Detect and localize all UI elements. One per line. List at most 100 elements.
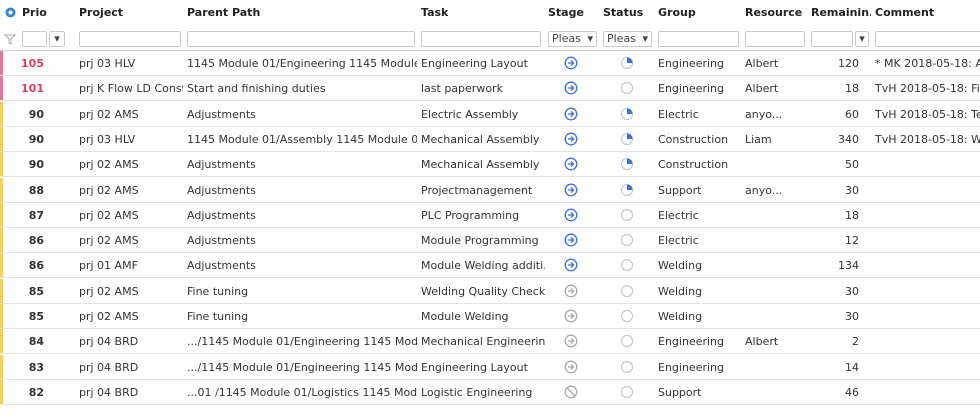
status-icon[interactable] <box>620 385 634 399</box>
filter-input[interactable] <box>875 31 980 47</box>
grid-row[interactable]: 105 prj 03 HLV 1145 Module 01/Engineering … <box>0 51 980 76</box>
project-cell: prj 04 BRD <box>79 335 139 349</box>
status-icon[interactable] <box>620 56 634 70</box>
status-icon[interactable] <box>620 284 634 298</box>
status-icon[interactable] <box>620 233 634 247</box>
parent-path-cell: .../1145 Module 01/Engineering 1145 Modu… <box>187 360 417 374</box>
stage-icon[interactable] <box>564 132 578 146</box>
stage-icon[interactable] <box>564 385 578 399</box>
filter-input[interactable] <box>745 31 805 47</box>
filter-input[interactable] <box>79 31 181 47</box>
remaining-cell: 12 <box>845 234 859 248</box>
priority-flag <box>0 152 3 177</box>
remaining-cell: 120 <box>838 57 859 70</box>
task-cell: Projectmanagement <box>421 183 533 197</box>
grid-row[interactable]: 86 prj 01 AMF Adjustments Module Welding ad… <box>0 253 980 279</box>
filter-input[interactable] <box>811 31 853 47</box>
parent-path-cell: Adjustments <box>187 158 256 172</box>
prio-cell: 86 <box>28 234 44 248</box>
stage-icon[interactable] <box>564 107 578 121</box>
priority-flag <box>0 177 3 202</box>
filter-input[interactable] <box>658 31 739 47</box>
task-cell: Engineering Layout <box>421 57 528 70</box>
grid-row[interactable]: 83 prj 04 BRD .../1145 Module 01/Engineeri… <box>0 354 980 380</box>
remaining-cell: 2 <box>852 335 859 349</box>
status-icon[interactable] <box>620 107 634 121</box>
header-parent-path[interactable]: Parent Path <box>187 6 261 19</box>
group-cell: Engineering <box>658 82 724 96</box>
filter-input[interactable] <box>187 31 415 47</box>
stage-icon[interactable] <box>564 309 578 323</box>
header-resource[interactable]: Resource <box>745 6 803 19</box>
header-prio[interactable]: Prio <box>22 6 47 19</box>
group-cell: Electric <box>658 234 699 248</box>
status-icon[interactable] <box>620 334 634 348</box>
grid-row[interactable]: 101 prj K Flow LD Const Start and finishin… <box>0 76 980 102</box>
resource-cell: Albert <box>745 335 779 349</box>
settings-icon[interactable] <box>4 6 17 19</box>
stage-icon[interactable] <box>564 81 578 95</box>
group-cell: Electric <box>658 208 699 222</box>
stage-icon[interactable] <box>564 258 578 272</box>
project-cell: prj 03 HLV <box>79 57 136 70</box>
grid-row[interactable]: 82 prj 04 BRD ...01 /1145 Module 01/Logist… <box>0 379 980 405</box>
comment-cell: TvH 2018-05-18: Will b <box>875 132 980 146</box>
prio-cell: 86 <box>28 259 44 273</box>
stage-icon[interactable] <box>564 208 578 222</box>
status-icon[interactable] <box>620 183 634 197</box>
status-icon[interactable] <box>620 81 634 95</box>
grid-row[interactable]: 86 prj 02 AMS Adjustments Module Programmin… <box>0 228 980 254</box>
status-icon[interactable] <box>620 208 634 222</box>
filter-input[interactable] <box>421 31 541 47</box>
header-stage[interactable]: Stage <box>548 6 584 19</box>
header-remaining[interactable]: Remainin... <box>811 6 871 19</box>
project-cell: prj 01 AMF <box>79 259 138 273</box>
remaining-cell: 46 <box>845 385 859 399</box>
filter-input[interactable] <box>22 31 47 47</box>
stage-icon[interactable] <box>564 334 578 348</box>
remaining-cell: 134 <box>838 259 859 273</box>
grid-row[interactable]: 85 prj 02 AMS Fine tuning Module Welding Wel… <box>0 304 980 329</box>
stage-select[interactable]: Pleas ▾ <box>548 31 597 47</box>
group-cell: Engineering <box>658 360 724 374</box>
stage-icon[interactable] <box>564 56 578 70</box>
project-cell: prj 02 AMS <box>79 310 139 323</box>
header-comment[interactable]: Comment <box>875 6 935 19</box>
remaining-cell: 60 <box>845 107 859 121</box>
header-status[interactable]: Status <box>603 6 644 19</box>
status-icon[interactable] <box>620 309 634 323</box>
stage-icon[interactable] <box>564 157 578 171</box>
parent-path-cell: Fine tuning <box>187 284 249 298</box>
stage-icon[interactable] <box>564 183 578 197</box>
group-cell: Electric <box>658 107 699 121</box>
header-task[interactable]: Task <box>421 6 449 19</box>
grid-row[interactable]: 90 prj 03 HLV 1145 Module 01/Assembly 1145… <box>0 126 980 152</box>
status-icon[interactable] <box>620 157 634 171</box>
grid-row[interactable]: 90 prj 02 AMS Adjustments Electric Assembly… <box>0 101 980 127</box>
project-cell: prj 02 AMS <box>79 107 139 121</box>
filter-dropdown[interactable]: ▾ <box>855 31 869 47</box>
stage-icon[interactable] <box>564 233 578 247</box>
prio-cell: 90 <box>28 132 44 146</box>
group-cell: Support <box>658 183 702 197</box>
stage-icon[interactable] <box>564 360 578 374</box>
status-icon[interactable] <box>620 360 634 374</box>
stage-icon[interactable] <box>564 284 578 298</box>
grid-row[interactable]: 84 prj 04 BRD .../1145 Module 01/Engineeri… <box>0 329 980 355</box>
grid-row[interactable]: 88 prj 02 AMS Adjustments Projectmanagement… <box>0 177 980 203</box>
header-group[interactable]: Group <box>658 6 696 19</box>
header-project[interactable]: Project <box>79 6 124 19</box>
project-cell: prj 02 AMS <box>79 208 139 222</box>
parent-path-cell: 1145 Module 01/Engineering 1145 Module 0… <box>187 57 417 70</box>
parent-path-cell: Adjustments <box>187 208 256 222</box>
grid-row[interactable]: 87 prj 02 AMS Adjustments PLC Programming El… <box>0 202 980 228</box>
resource-cell: Albert <box>745 57 779 70</box>
grid-row[interactable]: 90 prj 02 AMS Adjustments Mechanical Assemb… <box>0 152 980 178</box>
status-icon[interactable] <box>620 258 634 272</box>
filter-icon[interactable] <box>4 33 16 45</box>
filter-dropdown[interactable]: ▾ <box>49 31 65 47</box>
status-select[interactable]: Pleas ▾ <box>603 31 652 47</box>
status-icon[interactable] <box>620 132 634 146</box>
grid-row[interactable]: 85 prj 02 AMS Fine tuning Welding Quality C… <box>0 278 980 304</box>
